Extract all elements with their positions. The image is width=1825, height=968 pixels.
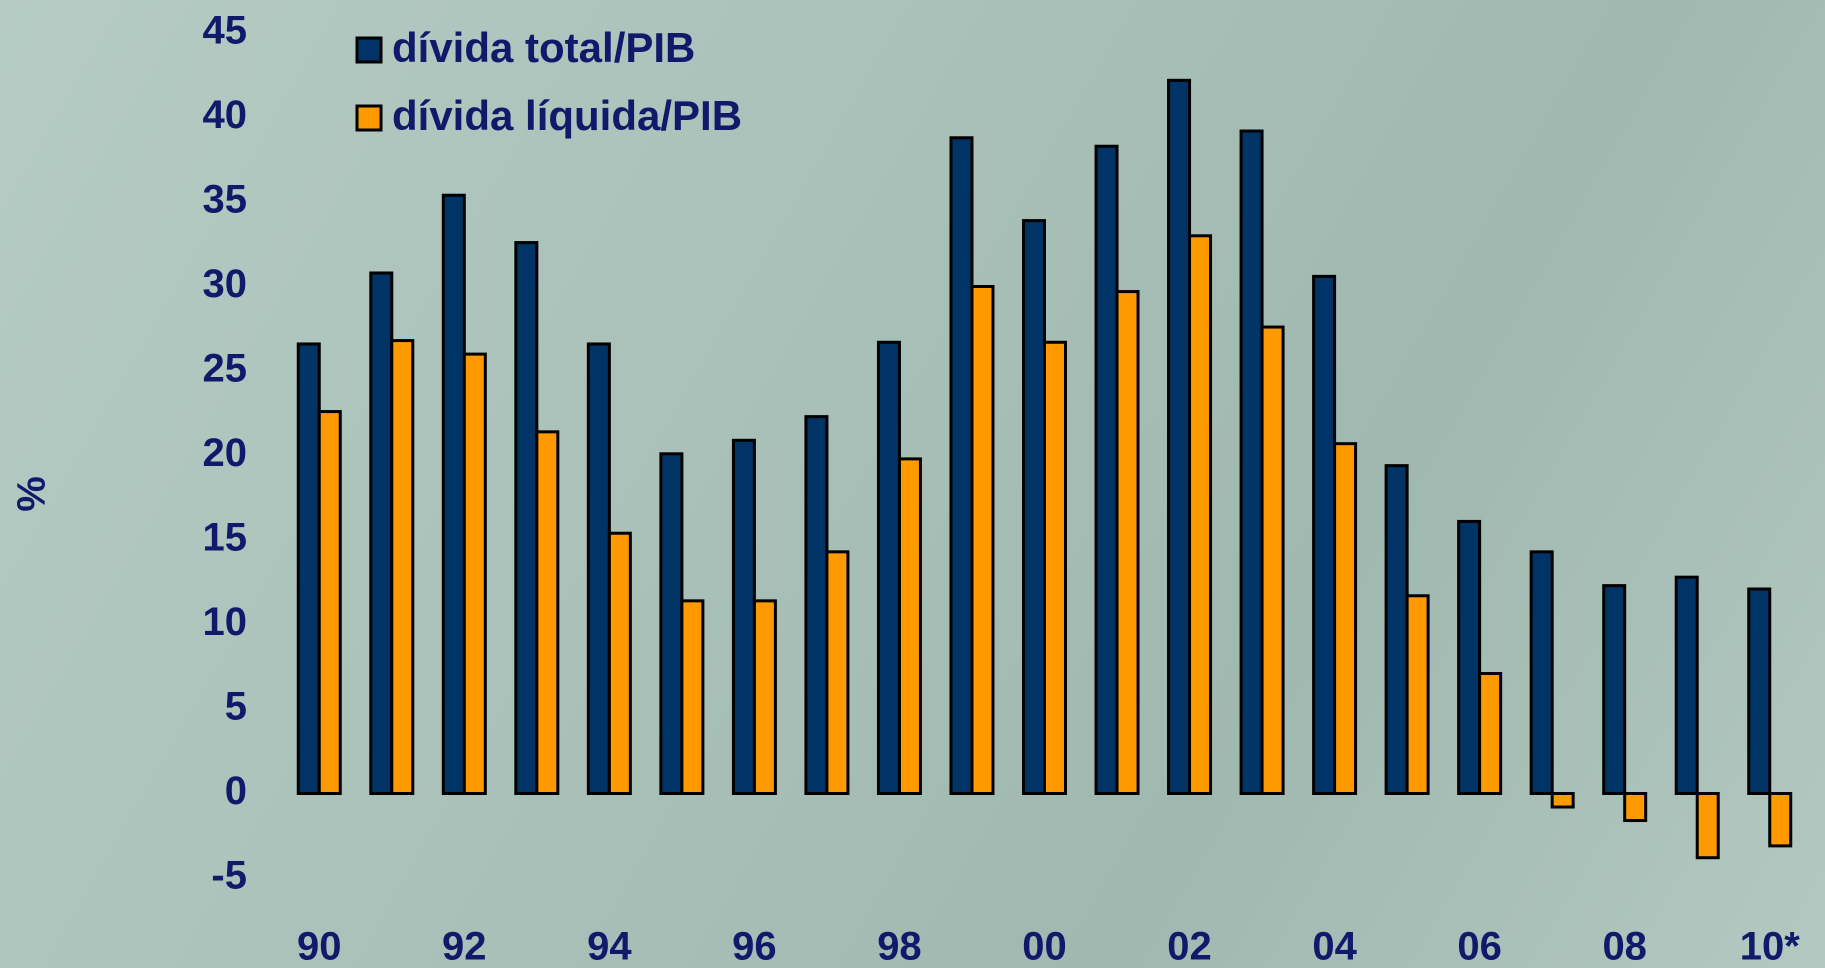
x-tick-label: 98 <box>877 925 922 968</box>
chart: % -5 0 5 10 15 20 25 30 35 40 45 90 92 94 96 98 00 02 04 06… <box>0 0 1825 968</box>
bar <box>1045 342 1066 793</box>
bar <box>1024 221 1045 794</box>
legend-label: dívida total/PIB <box>392 24 695 71</box>
bar <box>1096 146 1117 793</box>
bar <box>1480 674 1501 794</box>
bar <box>951 138 972 794</box>
bar <box>371 273 392 794</box>
y-tick-label: 35 <box>203 178 248 222</box>
y-tick-label: 25 <box>203 347 248 391</box>
y-tick-label: 40 <box>203 93 248 137</box>
bar <box>827 552 848 794</box>
page: {"chart_data": {"type": "bar", "y_label"… <box>0 0 1825 968</box>
x-tick-label: 94 <box>587 925 632 968</box>
legend-swatch <box>357 106 381 130</box>
x-tick-label: 92 <box>442 925 487 968</box>
x-tick-label: 96 <box>732 925 777 968</box>
bar <box>1676 577 1697 793</box>
bar <box>1169 80 1190 793</box>
x-tick-label: 04 <box>1312 925 1357 968</box>
bar <box>1459 521 1480 793</box>
y-tick-label: 5 <box>225 685 247 729</box>
x-tick-label: 90 <box>297 925 342 968</box>
legend-swatch <box>357 38 381 62</box>
y-tick-label: 20 <box>203 431 248 475</box>
bar <box>609 533 630 793</box>
bar <box>878 342 899 793</box>
y-tick-label: 15 <box>203 516 248 560</box>
y-tick-label: 45 <box>203 9 248 53</box>
y-tick-label: 30 <box>203 262 248 306</box>
bar <box>1770 794 1791 846</box>
bar <box>1749 589 1770 793</box>
bar <box>1117 292 1138 794</box>
bar <box>1552 794 1573 808</box>
bar <box>319 412 340 794</box>
y-tick-label: -5 <box>211 854 247 898</box>
bar <box>1314 276 1335 793</box>
x-tick-label: 10* <box>1740 925 1800 968</box>
x-tick-label: 08 <box>1602 925 1647 968</box>
bar <box>392 341 413 794</box>
bar <box>754 601 775 794</box>
bar <box>661 454 682 794</box>
bar <box>1697 794 1718 858</box>
bar <box>1407 596 1428 794</box>
bar <box>588 344 609 794</box>
y-tick-label: 0 <box>225 769 247 813</box>
x-tick-label: 06 <box>1457 925 1502 968</box>
bar <box>1625 794 1646 821</box>
bar <box>733 440 754 793</box>
bar <box>443 195 464 793</box>
y-tick-label: 10 <box>203 600 248 644</box>
bar <box>806 417 827 794</box>
legend-label: dívida líquida/PIB <box>392 92 742 139</box>
x-tick-label: 00 <box>1022 925 1067 968</box>
x-tick-label: 02 <box>1167 925 1212 968</box>
y-axis-label: % <box>10 476 54 512</box>
bar <box>1262 327 1283 793</box>
bar <box>1604 586 1625 794</box>
bar <box>1190 236 1211 794</box>
bar <box>682 601 703 794</box>
bar <box>899 459 920 794</box>
bar <box>1386 466 1407 794</box>
bar <box>464 354 485 793</box>
bar <box>1335 444 1356 794</box>
bar <box>537 432 558 794</box>
bar <box>516 243 537 794</box>
bar <box>298 344 319 794</box>
bar <box>972 287 993 794</box>
bar <box>1531 552 1552 794</box>
bar <box>1241 131 1262 793</box>
